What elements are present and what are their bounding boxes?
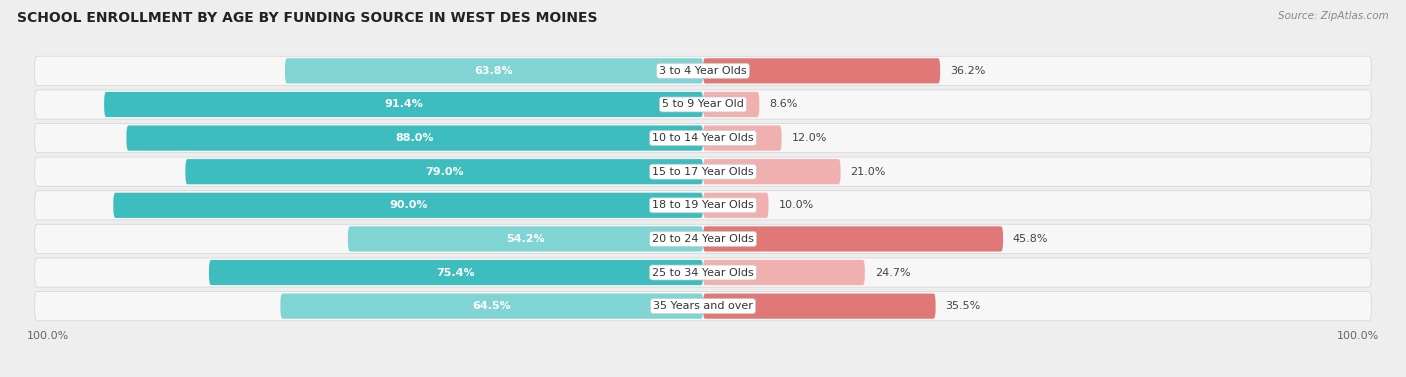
Text: 75.4%: 75.4% [437, 268, 475, 277]
Text: 3 to 4 Year Olds: 3 to 4 Year Olds [659, 66, 747, 76]
Text: 88.0%: 88.0% [395, 133, 434, 143]
FancyBboxPatch shape [186, 159, 703, 184]
Text: 12.0%: 12.0% [792, 133, 827, 143]
FancyBboxPatch shape [703, 193, 769, 218]
FancyBboxPatch shape [35, 258, 1371, 287]
FancyBboxPatch shape [35, 191, 1371, 220]
Text: 45.8%: 45.8% [1012, 234, 1049, 244]
Text: 15 to 17 Year Olds: 15 to 17 Year Olds [652, 167, 754, 177]
Text: 24.7%: 24.7% [875, 268, 910, 277]
Text: Source: ZipAtlas.com: Source: ZipAtlas.com [1278, 11, 1389, 21]
FancyBboxPatch shape [114, 193, 703, 218]
FancyBboxPatch shape [35, 123, 1371, 153]
FancyBboxPatch shape [209, 260, 703, 285]
Text: 18 to 19 Year Olds: 18 to 19 Year Olds [652, 200, 754, 210]
Text: 20 to 24 Year Olds: 20 to 24 Year Olds [652, 234, 754, 244]
FancyBboxPatch shape [35, 291, 1371, 321]
FancyBboxPatch shape [347, 226, 703, 251]
Text: 36.2%: 36.2% [950, 66, 986, 76]
FancyBboxPatch shape [285, 58, 703, 83]
FancyBboxPatch shape [35, 157, 1371, 186]
FancyBboxPatch shape [703, 58, 941, 83]
Text: 79.0%: 79.0% [425, 167, 464, 177]
FancyBboxPatch shape [127, 126, 703, 151]
FancyBboxPatch shape [703, 126, 782, 151]
Text: 10.0%: 10.0% [779, 200, 814, 210]
Text: 63.8%: 63.8% [475, 66, 513, 76]
FancyBboxPatch shape [35, 90, 1371, 119]
FancyBboxPatch shape [280, 294, 703, 319]
FancyBboxPatch shape [104, 92, 703, 117]
Text: 90.0%: 90.0% [389, 200, 427, 210]
Text: 21.0%: 21.0% [851, 167, 886, 177]
Text: SCHOOL ENROLLMENT BY AGE BY FUNDING SOURCE IN WEST DES MOINES: SCHOOL ENROLLMENT BY AGE BY FUNDING SOUR… [17, 11, 598, 25]
Text: 91.4%: 91.4% [384, 100, 423, 109]
FancyBboxPatch shape [703, 226, 1002, 251]
Text: 54.2%: 54.2% [506, 234, 544, 244]
Text: 35.5%: 35.5% [945, 301, 980, 311]
Text: 5 to 9 Year Old: 5 to 9 Year Old [662, 100, 744, 109]
FancyBboxPatch shape [703, 159, 841, 184]
FancyBboxPatch shape [703, 260, 865, 285]
FancyBboxPatch shape [35, 224, 1371, 254]
Text: 25 to 34 Year Olds: 25 to 34 Year Olds [652, 268, 754, 277]
Text: 35 Years and over: 35 Years and over [652, 301, 754, 311]
FancyBboxPatch shape [703, 294, 935, 319]
FancyBboxPatch shape [703, 92, 759, 117]
Text: 8.6%: 8.6% [769, 100, 797, 109]
Text: 10 to 14 Year Olds: 10 to 14 Year Olds [652, 133, 754, 143]
FancyBboxPatch shape [35, 56, 1371, 86]
Text: 64.5%: 64.5% [472, 301, 510, 311]
